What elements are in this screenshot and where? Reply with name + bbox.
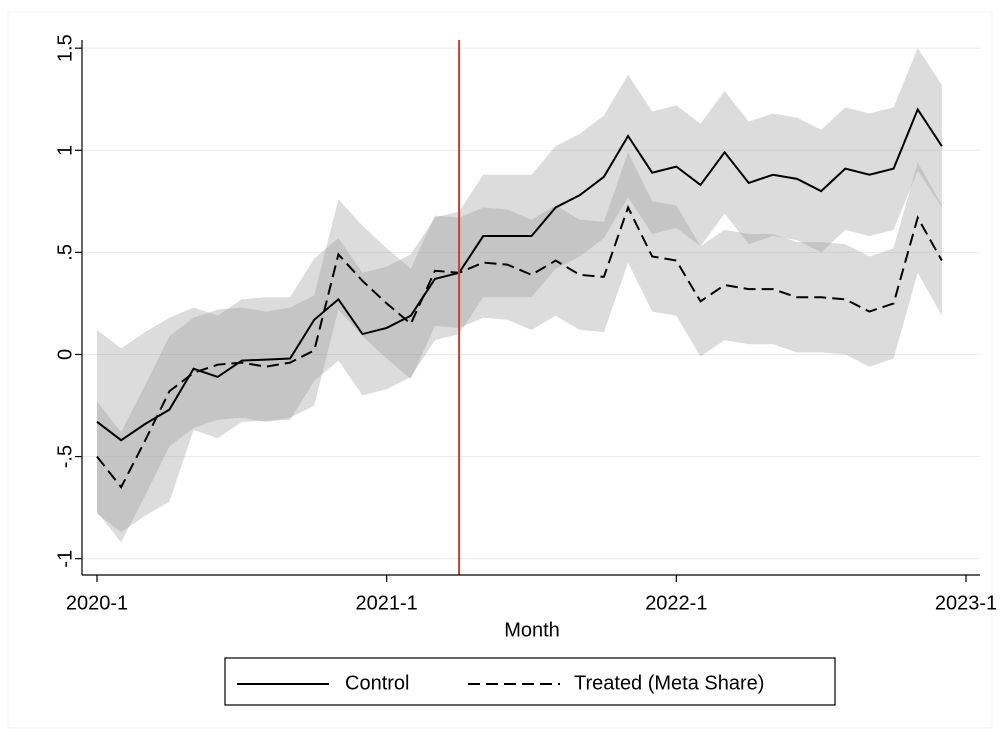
y-tick-label: -.5 (54, 445, 76, 468)
confidence-band (97, 152, 942, 543)
x-tick-label: 2021-1 (356, 592, 418, 614)
legend-box (224, 657, 836, 706)
legend-label: Treated (Meta Share) (574, 672, 764, 694)
confidence-band (97, 48, 942, 533)
x-tick-label: 2020-1 (66, 592, 128, 614)
y-tick-label: 1.5 (54, 34, 76, 62)
x-axis-label: Month (504, 619, 560, 641)
y-tick-label: .5 (54, 244, 76, 261)
y-tick-label: 1 (54, 145, 76, 156)
legend-label: Control (345, 672, 409, 694)
y-tick-label: 0 (54, 349, 76, 360)
y-tick-label: -1 (54, 550, 76, 568)
x-tick-label: 2023-1 (935, 592, 997, 614)
series-line (96, 204, 943, 490)
x-tick-label: 2022-1 (645, 592, 707, 614)
frame (7, 11, 993, 729)
